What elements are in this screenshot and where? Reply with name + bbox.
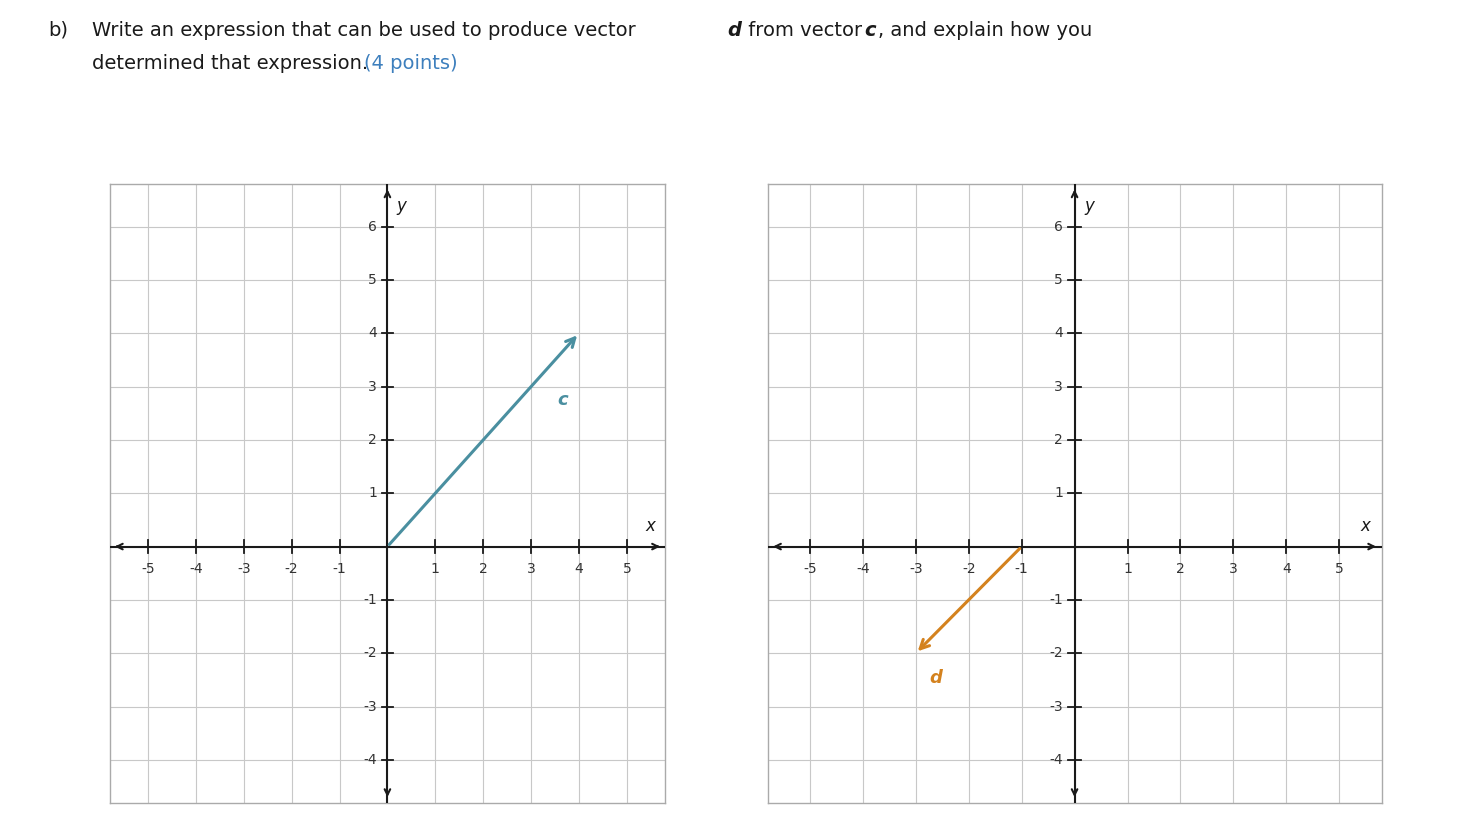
Text: 1: 1 [1123, 562, 1132, 575]
Text: 1: 1 [368, 487, 377, 500]
Text: -1: -1 [363, 593, 377, 607]
Text: x: x [646, 517, 656, 535]
Text: d: d [728, 21, 741, 40]
Text: 4: 4 [368, 326, 377, 340]
Text: -4: -4 [857, 562, 870, 575]
Text: 5: 5 [1054, 273, 1063, 287]
Text: -4: -4 [189, 562, 203, 575]
Text: 6: 6 [1054, 220, 1063, 233]
Text: -5: -5 [142, 562, 155, 575]
Text: -3: -3 [363, 700, 377, 714]
Text: 4: 4 [575, 562, 583, 575]
Text: -2: -2 [285, 562, 298, 575]
Text: x: x [1361, 517, 1371, 535]
Text: 5: 5 [368, 273, 377, 287]
Text: -3: -3 [909, 562, 923, 575]
Text: b): b) [48, 21, 69, 40]
Text: 2: 2 [480, 562, 488, 575]
Text: 6: 6 [368, 220, 377, 233]
Text: -4: -4 [1050, 753, 1063, 767]
Text: -2: -2 [363, 646, 377, 660]
Text: d: d [928, 669, 942, 686]
Text: 2: 2 [368, 433, 377, 447]
Text: y: y [396, 197, 406, 215]
Text: c: c [557, 391, 569, 410]
Text: 1: 1 [1054, 487, 1063, 500]
Text: 3: 3 [368, 380, 377, 394]
Text: -5: -5 [803, 562, 817, 575]
Text: 4: 4 [1282, 562, 1291, 575]
Text: , and explain how you: , and explain how you [877, 21, 1092, 40]
Text: 2: 2 [1054, 433, 1063, 447]
Text: c: c [864, 21, 876, 40]
Text: -1: -1 [1015, 562, 1028, 575]
Text: -4: -4 [363, 753, 377, 767]
Text: 3: 3 [526, 562, 535, 575]
Text: 4: 4 [1054, 326, 1063, 340]
Text: 3: 3 [1054, 380, 1063, 394]
Text: -3: -3 [237, 562, 250, 575]
Text: -3: -3 [1050, 700, 1063, 714]
Text: 5: 5 [1335, 562, 1344, 575]
Text: -1: -1 [333, 562, 346, 575]
Text: -2: -2 [1050, 646, 1063, 660]
Text: Write an expression that can be used to produce vector: Write an expression that can be used to … [92, 21, 642, 40]
Text: -2: -2 [962, 562, 975, 575]
Text: 5: 5 [623, 562, 632, 575]
Text: -1: -1 [1050, 593, 1063, 607]
Text: 2: 2 [1175, 562, 1184, 575]
Text: determined that expression.: determined that expression. [92, 54, 374, 74]
Text: (4 points): (4 points) [364, 54, 458, 74]
Text: 1: 1 [431, 562, 440, 575]
Text: y: y [1085, 197, 1094, 215]
Text: 3: 3 [1230, 562, 1238, 575]
Text: from vector: from vector [741, 21, 868, 40]
